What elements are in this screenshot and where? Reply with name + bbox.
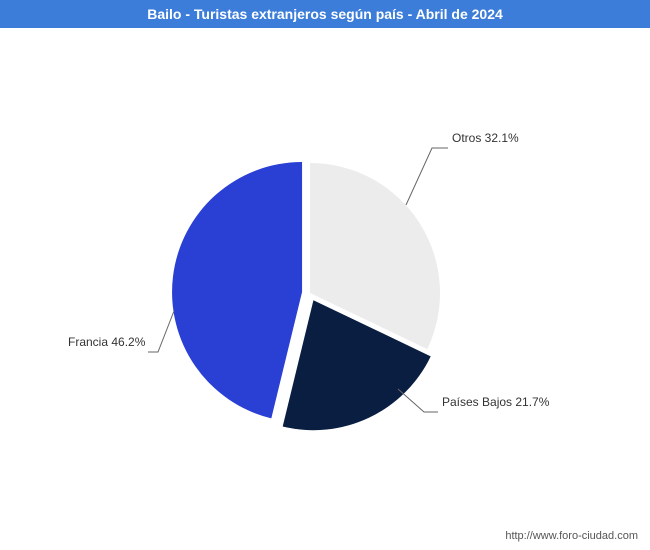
slice-label-0: Otros 32.1%: [452, 131, 519, 145]
pie-slice-francia: [172, 162, 302, 418]
footer-url: http://www.foro-ciudad.com: [505, 530, 638, 542]
pie-chart: Otros 32.1% Países Bajos 21.7% Francia 46.…: [0, 28, 650, 518]
slice-label-2: Francia 46.2%: [68, 335, 146, 349]
leader-line-0: [406, 148, 448, 205]
chart-title-bar: Bailo - Turistas extranjeros según país …: [0, 0, 650, 28]
leader-line-2: [148, 311, 174, 352]
chart-title: Bailo - Turistas extranjeros según país …: [147, 6, 503, 22]
slice-label-1: Países Bajos 21.7%: [442, 395, 550, 409]
chart-area: Otros 32.1% Países Bajos 21.7% Francia 46.…: [0, 28, 650, 518]
